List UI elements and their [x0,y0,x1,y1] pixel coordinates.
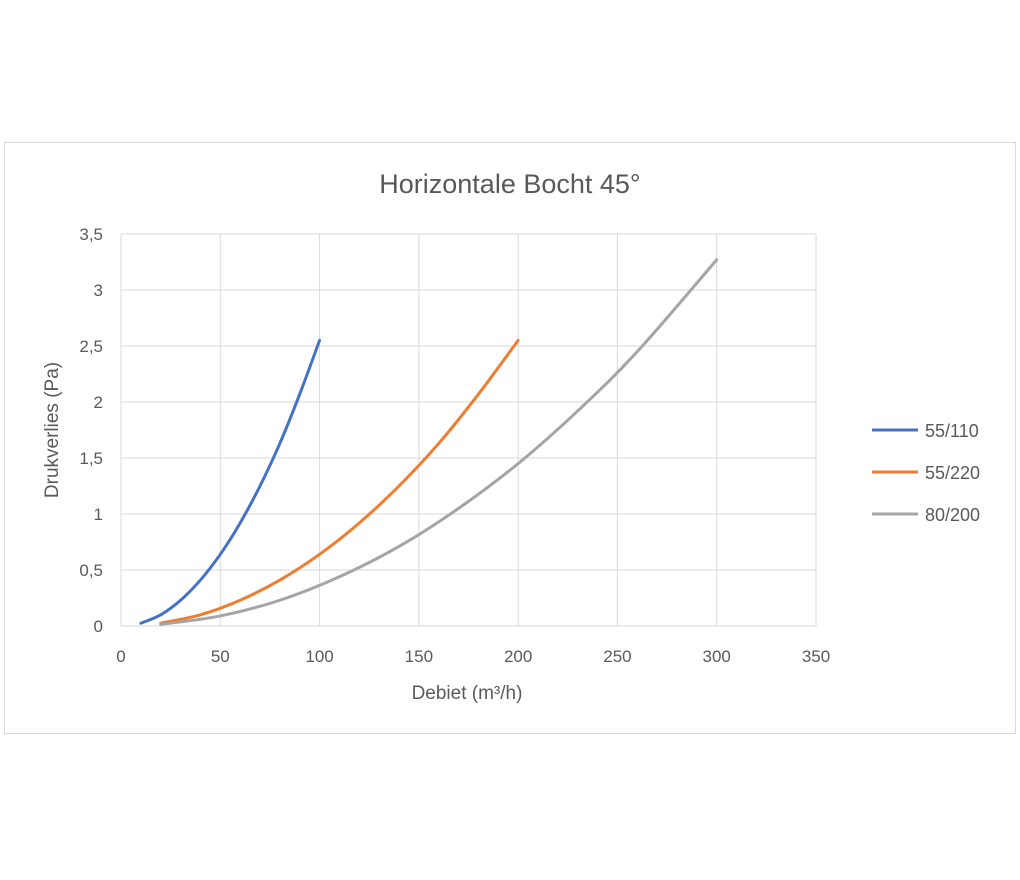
x-axis-label: Debiet (m³/h) [412,683,523,704]
legend-label: 80/200 [925,505,980,525]
y-tick-label: 3 [94,281,103,300]
series-line-2 [159,338,520,625]
y-tick-label: 1,5 [79,449,103,468]
y-axis-label: Drukverlies (Pa) [42,362,63,498]
legend-label: 55/220 [925,463,980,483]
y-tick-label: 2,5 [79,337,103,356]
y-tick-label: 2 [94,393,103,412]
series-line-3 [159,258,719,626]
x-tick-label: 0 [116,647,125,666]
y-tick-label: 0 [94,617,103,636]
series-lines [139,258,719,626]
gridlines [120,233,817,627]
x-tick-label: 300 [703,647,731,666]
x-axis-ticks: 0 50 100 150 200 250 300 350 [116,647,830,666]
chart-area [4,142,1016,734]
y-tick-label: 1 [94,505,103,524]
y-axis-ticks: 0 0,5 1 1,5 2 2,5 3 3,5 [79,225,103,636]
x-tick-label: 100 [305,647,333,666]
legend-label: 55/110 [925,421,979,441]
y-tick-label: 0,5 [79,561,103,580]
x-tick-label: 200 [504,647,532,666]
legend: 55/110 55/220 80/200 [872,421,980,525]
y-tick-label: 3,5 [79,225,103,244]
x-tick-label: 150 [405,647,433,666]
x-tick-label: 50 [211,647,230,666]
x-tick-label: 350 [802,647,830,666]
series-line-1 [139,338,322,625]
chart-title: Horizontale Bocht 45° [379,169,640,199]
x-tick-label: 250 [603,647,631,666]
